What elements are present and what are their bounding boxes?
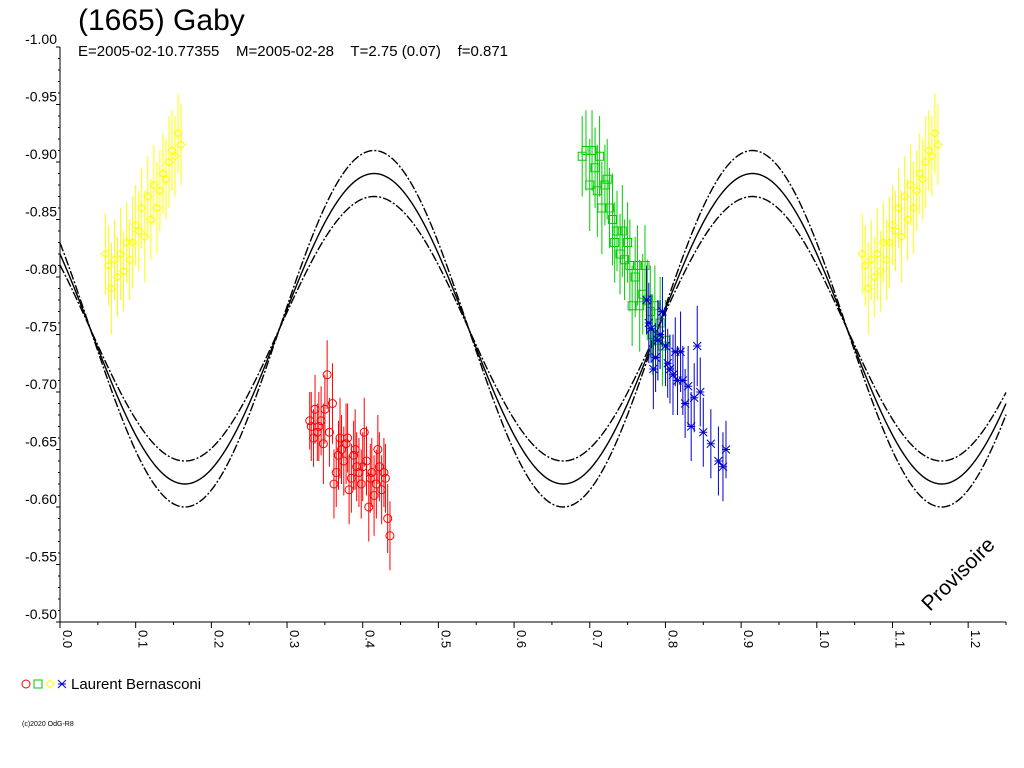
- data-point: [341, 439, 351, 449]
- x-tick-label: 0.8: [665, 630, 680, 648]
- x-tick-label: 0.3: [287, 630, 302, 648]
- data-point: [933, 140, 943, 150]
- legend-marker-star: [57, 679, 67, 689]
- axes: -1.00 -0.95 -0.90 -0.85 -0.80 -0.75 -0.70 -0.65…: [25, 31, 1007, 648]
- data-point: [343, 433, 353, 443]
- fit-curve-main: [59, 172, 1007, 485]
- data-point: [327, 399, 337, 408]
- legend-label: Laurent Bernasconi: [71, 675, 202, 693]
- x-tick-label: 0.5: [438, 630, 453, 648]
- data-point: [706, 439, 716, 449]
- legend-marker-circle: [21, 679, 31, 689]
- legend-marker-diamond: [45, 679, 55, 689]
- data-point: [630, 272, 640, 282]
- chart-subtitle: E=2005-02-10.77355 M=2005-02-28 T=2.75 (…: [78, 43, 509, 60]
- legend-markers: [21, 679, 67, 689]
- data-point: [385, 531, 395, 541]
- data-point: [322, 370, 332, 380]
- x-tick-label: 1.1: [892, 630, 907, 648]
- data-point: [721, 445, 731, 454]
- legend: Laurent Bernasconi: [20, 674, 201, 694]
- data-point: [344, 485, 354, 495]
- data-point: [379, 468, 389, 477]
- copyright-note: (c)2020 OdG-R8: [22, 721, 74, 728]
- data-point: [623, 238, 633, 247]
- data-point: [602, 174, 612, 184]
- data-point: [607, 215, 617, 224]
- fit-curve-lower: [59, 195, 1007, 462]
- y-tick-label: -0.95: [25, 89, 57, 105]
- data-point: [714, 456, 723, 466]
- y-tick-label: -0.60: [25, 491, 57, 507]
- data-point: [612, 226, 622, 236]
- x-tick-label: 0.2: [211, 630, 226, 648]
- data-point: [604, 203, 614, 213]
- y-tick-label: -1.00: [25, 31, 57, 47]
- data-point: [635, 301, 645, 311]
- series-0: [305, 340, 395, 571]
- data-point: [371, 479, 381, 489]
- y-tick-label: -0.75: [25, 319, 57, 335]
- data-point: [585, 180, 595, 190]
- x-tick-label: 1.0: [817, 630, 832, 648]
- data-point: [352, 462, 362, 472]
- data-point: [615, 249, 625, 259]
- data-point: [314, 422, 324, 431]
- data-point: [359, 427, 369, 437]
- legend-marker-square: [33, 679, 43, 689]
- data-point: [383, 514, 393, 523]
- x-tick-label: 0.7: [590, 630, 605, 648]
- y-tick-label: -0.90: [25, 146, 57, 162]
- data-point: [592, 186, 602, 196]
- y-tick-label: -0.80: [25, 261, 57, 277]
- y-tick-label: -0.85: [25, 204, 57, 220]
- data-point: [692, 341, 702, 351]
- chart-title: (1665) Gaby: [78, 4, 245, 37]
- data-point: [337, 445, 347, 454]
- data-point: [334, 450, 344, 460]
- data-point: [374, 462, 384, 472]
- data-point: [610, 238, 620, 247]
- x-tick-label: 1.2: [968, 630, 983, 648]
- x-tick-label: 0.6: [514, 630, 529, 648]
- y-tick-label: -0.70: [25, 376, 57, 392]
- data-point: [590, 163, 600, 173]
- data-point: [380, 473, 390, 483]
- data-point: [640, 261, 650, 270]
- data-point: [698, 427, 708, 437]
- data-point: [600, 180, 610, 190]
- data-point: [369, 491, 379, 500]
- data-point: [329, 479, 339, 489]
- data-point: [683, 381, 693, 391]
- data-point: [595, 151, 605, 161]
- data-point: [176, 140, 186, 150]
- series-2: [100, 93, 186, 335]
- fit-curve-upper: [59, 149, 1007, 508]
- data-point: [318, 439, 328, 449]
- series-3: [642, 265, 731, 502]
- y-tick-label: -0.55: [25, 549, 57, 565]
- data-point: [367, 468, 377, 477]
- data-point: [349, 450, 359, 460]
- x-tick-label: 0.9: [741, 630, 756, 648]
- x-tick-label: 0.4: [363, 630, 378, 648]
- data-point: [364, 502, 374, 512]
- data-point: [617, 226, 627, 236]
- series-repeated: [857, 93, 943, 335]
- data-point: [587, 146, 597, 155]
- data-point: [695, 387, 705, 397]
- y-tick-label: -0.50: [25, 606, 57, 622]
- data-point: [373, 445, 383, 454]
- x-tick-label: 0.0: [60, 630, 75, 648]
- fit-curves: [59, 149, 1007, 508]
- data-point: [620, 255, 630, 265]
- data-point: [356, 479, 366, 489]
- y-tick-label: -0.65: [25, 434, 57, 450]
- x-tick-label: 0.1: [136, 630, 151, 648]
- watermark-text: Provisoire: [917, 533, 999, 615]
- data-point: [324, 427, 334, 437]
- data-point: [320, 404, 330, 414]
